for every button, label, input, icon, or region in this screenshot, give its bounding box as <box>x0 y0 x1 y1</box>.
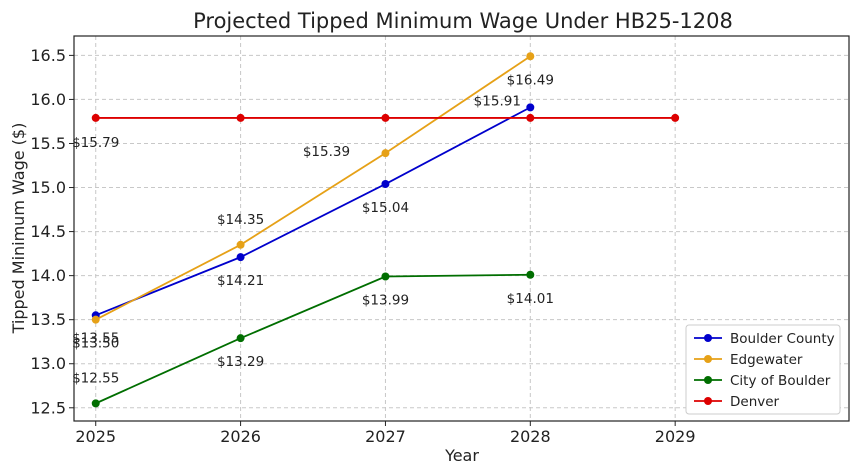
legend: Boulder County Edgewater City of Boulder De… <box>685 324 841 415</box>
data-point <box>526 52 535 61</box>
data-point <box>381 113 390 122</box>
data-label: $13.55 <box>72 330 119 346</box>
data-label: $13.29 <box>217 354 264 370</box>
x-tick-label: 2029 <box>655 427 696 446</box>
data-point <box>236 113 245 122</box>
data-label: $14.01 <box>507 291 554 307</box>
y-tick-label: 13.5 <box>30 310 66 329</box>
y-tick-label: 12.5 <box>30 398 66 417</box>
chart-title: Projected Tipped Minimum Wage Under HB25… <box>193 9 733 33</box>
data-point <box>526 103 535 112</box>
legend-label: Edgewater <box>730 352 803 368</box>
y-axis-label: Tipped Minimum Wage ($) <box>9 123 28 335</box>
series-line <box>95 273 531 405</box>
data-point <box>236 253 245 262</box>
data-label: $14.21 <box>217 273 264 289</box>
legend-label: Boulder County <box>730 331 835 347</box>
legend-marker <box>704 355 712 363</box>
data-label: $13.50 <box>72 336 119 352</box>
data-label: $15.91 <box>474 93 521 109</box>
series-line <box>95 55 531 321</box>
data-point <box>91 315 100 324</box>
legend-marker <box>704 376 712 384</box>
data-label: $14.35 <box>217 212 264 228</box>
x-axis-label: Year <box>444 446 479 465</box>
legend-label: City of Boulder <box>730 373 831 389</box>
y-tick-label: 14.5 <box>30 222 66 241</box>
data-point <box>526 270 535 279</box>
data-label: $13.99 <box>362 293 409 309</box>
plot-frame <box>73 35 850 422</box>
data-label: $16.49 <box>507 72 554 88</box>
data-point <box>91 399 100 408</box>
data-point <box>381 180 390 189</box>
data-point <box>91 113 100 122</box>
legend-marker <box>704 334 712 342</box>
legend-box <box>685 324 841 415</box>
y-tick-label: 16.5 <box>30 46 66 65</box>
x-tick-label: 2028 <box>510 427 551 446</box>
x-tick-label: 2025 <box>75 427 116 446</box>
x-tick-label: 2027 <box>365 427 406 446</box>
data-points <box>91 52 680 408</box>
data-point <box>671 113 680 122</box>
y-tick-label: 13.0 <box>30 354 66 373</box>
data-point <box>236 334 245 343</box>
x-tick-label: 2026 <box>220 427 261 446</box>
y-tick-label: 14.0 <box>30 266 66 285</box>
data-point <box>236 240 245 249</box>
data-label: $15.04 <box>362 200 409 216</box>
data-label: $12.55 <box>72 370 119 386</box>
y-tick-label: 16.0 <box>30 90 66 109</box>
axis-ticks: 2025 2026 2027 2028 2029 12.5 13.0 13.5 14.0 14.5… <box>30 46 695 446</box>
data-labels: $13.55 $14.21 $15.04 $15.91 $13.50 $14.35 $15.… <box>72 72 554 386</box>
series-lines <box>95 55 676 405</box>
y-tick-label: 15.0 <box>30 178 66 197</box>
legend-label: Denver <box>730 394 780 410</box>
data-point <box>381 272 390 281</box>
legend-marker <box>704 397 712 405</box>
data-point <box>526 113 535 122</box>
data-label: $15.79 <box>72 135 119 151</box>
data-point <box>381 149 390 158</box>
y-tick-label: 15.5 <box>30 134 66 153</box>
data-label: $15.39 <box>303 144 350 160</box>
series-line <box>95 106 531 317</box>
